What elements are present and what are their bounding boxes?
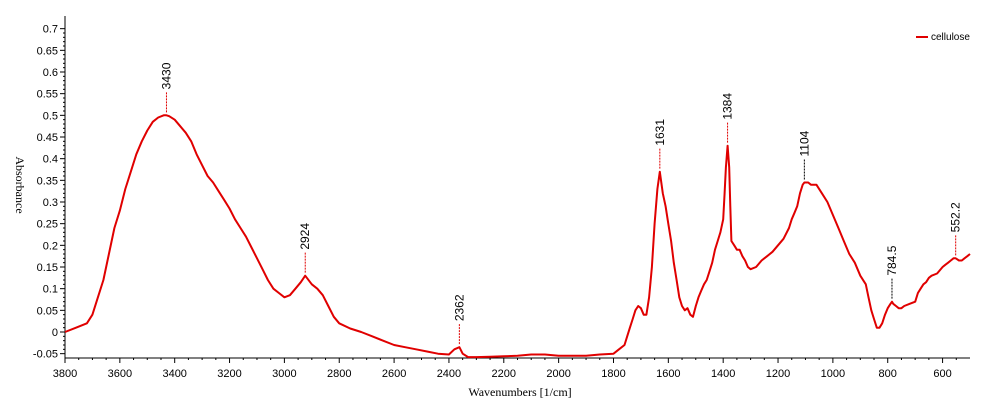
x-tick-label: 2800: [327, 368, 351, 380]
y-tick-label: 0.2: [43, 240, 58, 252]
series-layer: [64, 114, 971, 359]
x-tick-label: 2600: [382, 368, 406, 380]
axes: -0.05 0 0.05 0.1 0.15 0.2 0.25 0.3 0.35 0.4 0.45 0.…: [33, 16, 970, 380]
x-tick-label: 2200: [492, 368, 516, 380]
x-tick-label: 1800: [601, 368, 625, 380]
legend-label: cellulose: [931, 32, 970, 43]
x-tick-label: 1400: [711, 368, 735, 380]
y-tick-label: 0.35: [37, 175, 58, 187]
y-tick-label: 0: [52, 327, 58, 339]
x-axis-title: Wavenumbers [1/cm]: [468, 385, 571, 399]
x-tick-label: 3600: [108, 368, 132, 380]
x-tick-label: 1000: [821, 368, 845, 380]
x-tick-label: 3000: [272, 368, 296, 380]
x-tick-label: 3800: [53, 368, 77, 380]
series-line-cellulose: [64, 114, 971, 359]
y-tick-label: 0.7: [43, 24, 58, 36]
peak-label: 1104: [797, 130, 811, 156]
x-tick-label: 1200: [766, 368, 790, 380]
peak-label: 1384: [721, 93, 735, 120]
x-tick-label: 2000: [546, 368, 570, 380]
x-tick-label: 800: [879, 368, 897, 380]
peak-label: 2362: [452, 294, 466, 321]
x-tick-label: 3400: [162, 368, 186, 380]
peak-label: 784.5: [885, 245, 899, 275]
y-tick-label: 0.1: [43, 284, 58, 296]
y-tick-label: 0.25: [37, 219, 58, 231]
x-tick-label: 600: [933, 368, 951, 380]
y-tick-label: 0.55: [37, 89, 58, 101]
peak-label: 1631: [653, 119, 667, 146]
y-tick-label: 0.6: [43, 67, 58, 79]
y-tick-label: 0.65: [37, 45, 58, 57]
legend: cellulose: [916, 32, 970, 43]
y-tick-label: 0.05: [37, 305, 58, 317]
x-tick-label: 1600: [656, 368, 680, 380]
peak-labels: 3430 2924 2362 1631 1384 1104 784.5 552.2: [159, 62, 963, 345]
y-tick-label: 0.45: [37, 132, 58, 144]
y-tick-label: -0.05: [33, 349, 58, 361]
y-tick-label: 0.3: [43, 197, 58, 209]
peak-label: 2924: [298, 223, 312, 250]
peak-label: 552.2: [949, 202, 963, 232]
x-tick-label: 3200: [217, 368, 241, 380]
y-tick-label: 0.5: [43, 110, 58, 122]
y-tick-label: 0.15: [37, 262, 58, 274]
y-tick-label: 0.4: [43, 154, 58, 166]
peak-label: 3430: [159, 62, 173, 89]
x-tick-label: 2400: [437, 368, 461, 380]
y-axis-title: Absorbance: [13, 156, 27, 213]
